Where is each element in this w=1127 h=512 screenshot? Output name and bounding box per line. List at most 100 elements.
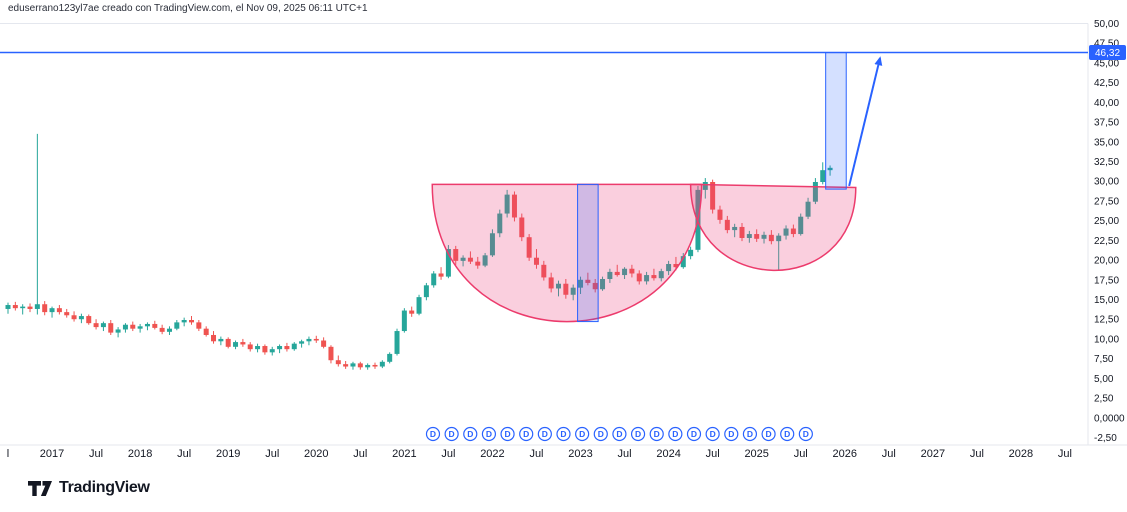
dividend-marker[interactable]: D (425, 426, 441, 442)
dividend-marker[interactable]: D (630, 426, 646, 442)
measurement-rect[interactable] (825, 52, 847, 190)
svg-text:D: D (803, 429, 809, 439)
svg-text:D: D (449, 429, 455, 439)
candle (181, 317, 187, 327)
measurement-rect[interactable] (577, 183, 599, 323)
dividend-marker[interactable]: D (612, 426, 627, 442)
price-chart[interactable]: D D D D D D D D D D D D D D D D D D D D D 50,00 47,50 45,00 42,5… (0, 0, 1127, 470)
time-axis-label[interactable]: 2020 (304, 448, 328, 460)
time-axis-label[interactable]: Jul (970, 448, 984, 460)
candle (680, 252, 686, 269)
tradingview-logo-icon[interactable] (28, 480, 52, 496)
dividend-marker[interactable]: D (556, 426, 571, 442)
time-axis-label[interactable]: Jul (89, 448, 103, 460)
candle (578, 276, 584, 294)
time-axis-label[interactable]: 2018 (128, 448, 152, 460)
price-axis-label: 45,00 (1094, 58, 1119, 69)
dividend-marker[interactable]: D (500, 426, 515, 442)
dividend-marker[interactable]: D (761, 426, 776, 442)
time-axis-label[interactable]: Jul (882, 448, 896, 460)
trend-arrow[interactable] (848, 56, 883, 187)
candle (732, 223, 738, 238)
time-axis-label[interactable]: 2026 (833, 448, 857, 460)
candle (798, 213, 804, 236)
attribution-text: eduserrano123yl7ae creado con TradingVie… (8, 3, 368, 14)
candle (321, 337, 327, 349)
price-axis-label: 7,50 (1094, 354, 1114, 365)
candle (152, 320, 158, 330)
dividend-marker[interactable]: D (668, 426, 683, 442)
dividend-marker[interactable]: D (593, 426, 608, 442)
dividend-marker[interactable]: D (742, 426, 758, 442)
price-axis-label: 37,50 (1094, 118, 1119, 129)
time-axis-label[interactable]: Jul (265, 448, 279, 460)
svg-text:D: D (579, 429, 585, 439)
cup-pattern-arc[interactable] (689, 183, 857, 272)
time-axis-label[interactable]: Jul (794, 448, 808, 460)
candle (820, 162, 826, 185)
dividend-marker[interactable]: D (705, 426, 720, 442)
time-axis-label[interactable]: 2023 (568, 448, 592, 460)
time-axis-label[interactable]: 2021 (392, 448, 416, 460)
time-axis-label[interactable]: Jul (618, 448, 632, 460)
svg-text:D: D (542, 429, 548, 439)
time-axis-label[interactable]: Jul (529, 448, 543, 460)
svg-text:D: D (691, 429, 697, 439)
dividend-marker[interactable]: D (686, 426, 702, 442)
svg-text:D: D (710, 429, 716, 439)
svg-text:D: D (598, 429, 604, 439)
dividend-marker[interactable]: D (798, 426, 813, 442)
candle (93, 319, 99, 330)
candle (20, 304, 26, 315)
candle (115, 327, 121, 338)
candle (651, 268, 657, 281)
svg-text:D: D (616, 429, 622, 439)
time-axis-label[interactable]: 2017 (40, 448, 64, 460)
candle (262, 344, 268, 355)
candle (636, 270, 642, 285)
time-axis-label[interactable]: 2022 (480, 448, 504, 460)
candle (658, 268, 664, 282)
candle (357, 361, 363, 370)
candle (746, 230, 752, 243)
time-axis-label[interactable]: Jul (706, 448, 720, 460)
dividend-marker[interactable]: D (444, 426, 459, 442)
price-axis-label: 17,50 (1094, 275, 1119, 286)
dividend-marker[interactable]: D (780, 426, 795, 442)
price-axis-label: 0,0000 (1094, 413, 1125, 424)
candle (350, 361, 356, 370)
price-axis-label: 5,00 (1094, 374, 1114, 385)
dividend-marker[interactable]: D (575, 426, 590, 442)
dividend-marker[interactable]: D (463, 426, 478, 442)
candle (644, 271, 650, 285)
time-axis-label[interactable]: Jul (353, 448, 367, 460)
candle (240, 338, 246, 347)
time-axis-label[interactable]: 2024 (656, 448, 680, 460)
time-axis-label[interactable]: Jul (177, 448, 191, 460)
dividend-marker[interactable]: D (537, 426, 552, 442)
svg-text:D: D (486, 429, 492, 439)
time-axis-label[interactable]: Jul (441, 448, 455, 460)
dividend-marker[interactable]: D (519, 426, 534, 442)
dividend-marker[interactable]: D (649, 426, 664, 442)
time-axis-label[interactable]: 2025 (744, 448, 768, 460)
candle (335, 355, 341, 367)
candle (394, 328, 400, 356)
time-axis-label[interactable]: 2027 (921, 448, 945, 460)
candle (137, 323, 143, 333)
cup-pattern-arc[interactable] (431, 183, 703, 323)
time-axis-label[interactable]: l (7, 448, 9, 460)
svg-text:46,32: 46,32 (1095, 48, 1120, 59)
candle (269, 346, 275, 356)
time-axis-label[interactable]: Jul (1058, 448, 1072, 460)
time-axis-label[interactable]: 2028 (1009, 448, 1033, 460)
candle (225, 337, 231, 349)
candlestick-series (5, 133, 833, 370)
candle (482, 252, 488, 268)
time-axis-label[interactable]: 2019 (216, 448, 240, 460)
candle (372, 362, 378, 369)
dividend-marker[interactable]: D (724, 426, 739, 442)
candle (365, 363, 371, 370)
tradingview-logo-text[interactable]: TradingView (59, 479, 150, 496)
dividend-marker[interactable]: D (481, 426, 497, 442)
